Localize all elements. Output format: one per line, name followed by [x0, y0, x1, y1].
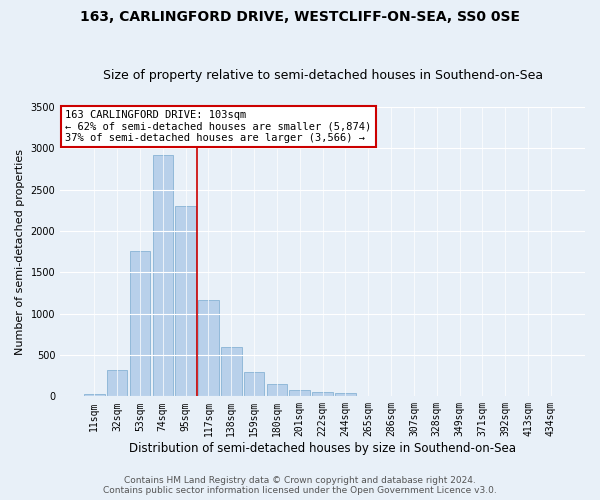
Bar: [130, 250, 150, 396]
Bar: [244, 372, 265, 396]
Title: Size of property relative to semi-detached houses in Southend-on-Sea: Size of property relative to semi-detach…: [103, 69, 542, 82]
Bar: [266, 384, 287, 396]
Bar: [175, 206, 196, 396]
Text: 163 CARLINGFORD DRIVE: 103sqm
← 62% of semi-detached houses are smaller (5,874)
: 163 CARLINGFORD DRIVE: 103sqm ← 62% of s…: [65, 110, 371, 143]
Y-axis label: Number of semi-detached properties: Number of semi-detached properties: [15, 148, 25, 354]
Bar: [221, 346, 242, 397]
Text: Contains HM Land Registry data © Crown copyright and database right 2024.
Contai: Contains HM Land Registry data © Crown c…: [103, 476, 497, 495]
Bar: [198, 300, 219, 396]
Bar: [152, 155, 173, 396]
Text: 163, CARLINGFORD DRIVE, WESTCLIFF-ON-SEA, SS0 0SE: 163, CARLINGFORD DRIVE, WESTCLIFF-ON-SEA…: [80, 10, 520, 24]
X-axis label: Distribution of semi-detached houses by size in Southend-on-Sea: Distribution of semi-detached houses by …: [129, 442, 516, 455]
Bar: [335, 392, 356, 396]
Bar: [313, 392, 333, 396]
Bar: [107, 370, 127, 396]
Bar: [289, 390, 310, 396]
Bar: [84, 394, 104, 396]
